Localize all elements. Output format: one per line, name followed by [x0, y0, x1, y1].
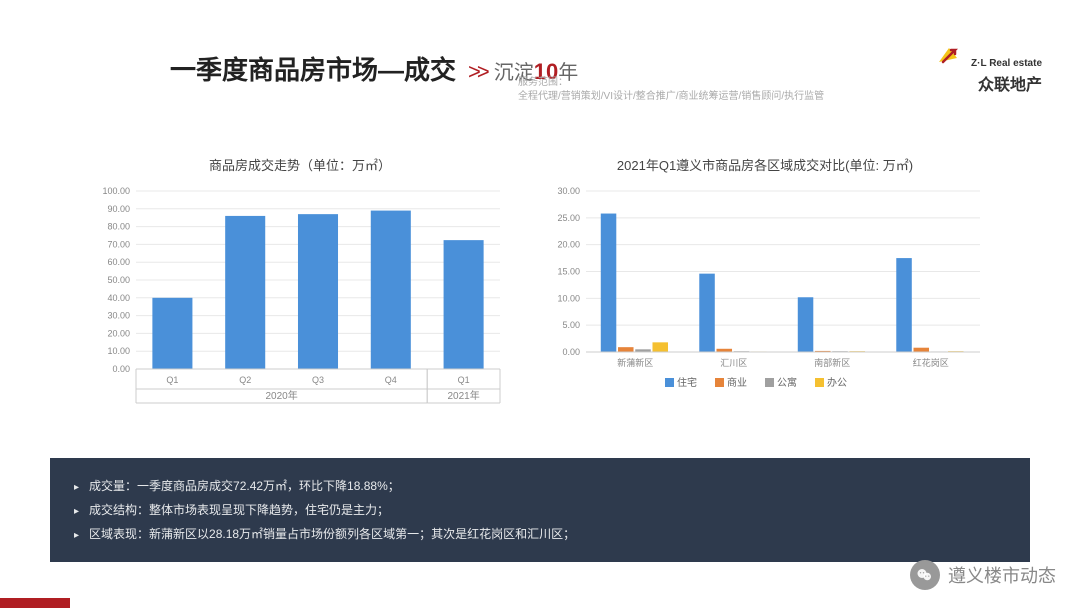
- svg-text:20.00: 20.00: [557, 240, 580, 250]
- summary-line: 成交量：一季度商品房成交72.42万㎡，环比下降18.88%；: [74, 474, 1006, 498]
- svg-text:90.00: 90.00: [107, 204, 130, 214]
- logo-text-en: Z·L Real estate: [971, 58, 1042, 69]
- svg-text:10.00: 10.00: [557, 293, 580, 303]
- meta-line-1: 服务范围：: [518, 76, 824, 90]
- summary-line: 区域表现：新蒲新区以28.18万㎡销量占市场份额列各区域第一；其次是红花岗区和汇…: [74, 522, 1006, 546]
- svg-text:30.00: 30.00: [107, 310, 130, 320]
- footer-brand-text: 遵义楼市动态: [948, 562, 1056, 588]
- header-meta: 服务范围： 全程代理/营销策划/VI设计/整合推广/商业统筹运营/销售顾问/执行…: [518, 76, 824, 104]
- charts-row: 商品房成交走势（单位：万㎡） 0.00 10.00 20.00 30.00 40.00 5…: [90, 158, 990, 418]
- svg-text:住宅: 住宅: [677, 376, 697, 389]
- svg-text:30.00: 30.00: [557, 186, 580, 196]
- svg-text:100.00: 100.00: [102, 186, 130, 196]
- svg-text:公寓: 公寓: [777, 376, 797, 389]
- svg-text:80.00: 80.00: [107, 221, 130, 231]
- chart-left-title: 商品房成交走势（单位：万㎡）: [209, 158, 391, 175]
- svg-text:新蒲新区: 新蒲新区: [617, 357, 653, 368]
- svg-text:汇川区: 汇川区: [720, 358, 747, 368]
- svg-text:红花岗区: 红花岗区: [913, 357, 949, 368]
- svg-text:Q1: Q1: [166, 375, 178, 385]
- svg-text:Q4: Q4: [385, 375, 397, 385]
- chart-left-plot: 0.00 10.00 20.00 30.00 40.00 50.00 60.00 70.00 8…: [90, 185, 510, 420]
- logo-icon: [937, 44, 967, 66]
- svg-text:5.00: 5.00: [562, 320, 580, 330]
- brand-logo: Z·L Real estate 众联地产: [937, 44, 1042, 95]
- svg-text:商业: 商业: [727, 376, 747, 389]
- svg-text:2021年: 2021年: [447, 389, 479, 402]
- svg-text:15.00: 15.00: [557, 266, 580, 276]
- svg-text:60.00: 60.00: [107, 257, 130, 267]
- page-title: 一季度商品房市场—成交: [170, 50, 456, 87]
- meta-line-2: 全程代理/营销策划/VI设计/整合推广/商业统筹运营/销售顾问/执行监管: [518, 90, 824, 104]
- svg-text:Q1: Q1: [458, 375, 470, 385]
- svg-text:Q3: Q3: [312, 375, 324, 385]
- chart-right: 2021年Q1遵义市商品房各区域成交对比(单位: 万㎡) 0.00 5.00 10.…: [540, 158, 990, 418]
- svg-text:50.00: 50.00: [107, 275, 130, 285]
- svg-text:20.00: 20.00: [107, 328, 130, 338]
- svg-text:70.00: 70.00: [107, 239, 130, 249]
- chart-left: 商品房成交走势（单位：万㎡） 0.00 10.00 20.00 30.00 40.00 5…: [90, 158, 510, 418]
- summary-box: 成交量：一季度商品房成交72.42万㎡，环比下降18.88%； 成交结构：整体市…: [50, 458, 1030, 562]
- logo-text-cn: 众联地产: [978, 77, 1042, 94]
- summary-line: 成交结构：整体市场表现呈现下降趋势，住宅仍是主力；: [74, 498, 1006, 522]
- svg-text:10.00: 10.00: [107, 346, 130, 356]
- svg-text:0.00: 0.00: [562, 347, 580, 357]
- accent-bar: [0, 598, 70, 608]
- chart-right-plot: 0.00 5.00 10.00 15.00 20.00 25.00 30.00 新蒲新区 汇川区…: [540, 185, 990, 405]
- svg-text:0.00: 0.00: [112, 364, 130, 374]
- svg-text:2020年: 2020年: [265, 389, 297, 402]
- svg-text:办公: 办公: [827, 376, 847, 389]
- chevron-right-icon: >>: [468, 59, 486, 85]
- svg-text:40.00: 40.00: [107, 293, 130, 303]
- svg-text:Q2: Q2: [239, 375, 251, 385]
- page-header: 一季度商品房市场—成交 >> 沉淀10年: [170, 50, 578, 87]
- footer-brand: 遵义楼市动态: [910, 560, 1056, 590]
- svg-text:南部新区: 南部新区: [814, 357, 850, 368]
- chat-icon: [910, 560, 940, 590]
- chart-right-title: 2021年Q1遵义市商品房各区域成交对比(单位: 万㎡): [617, 158, 913, 175]
- svg-text:25.00: 25.00: [557, 213, 580, 223]
